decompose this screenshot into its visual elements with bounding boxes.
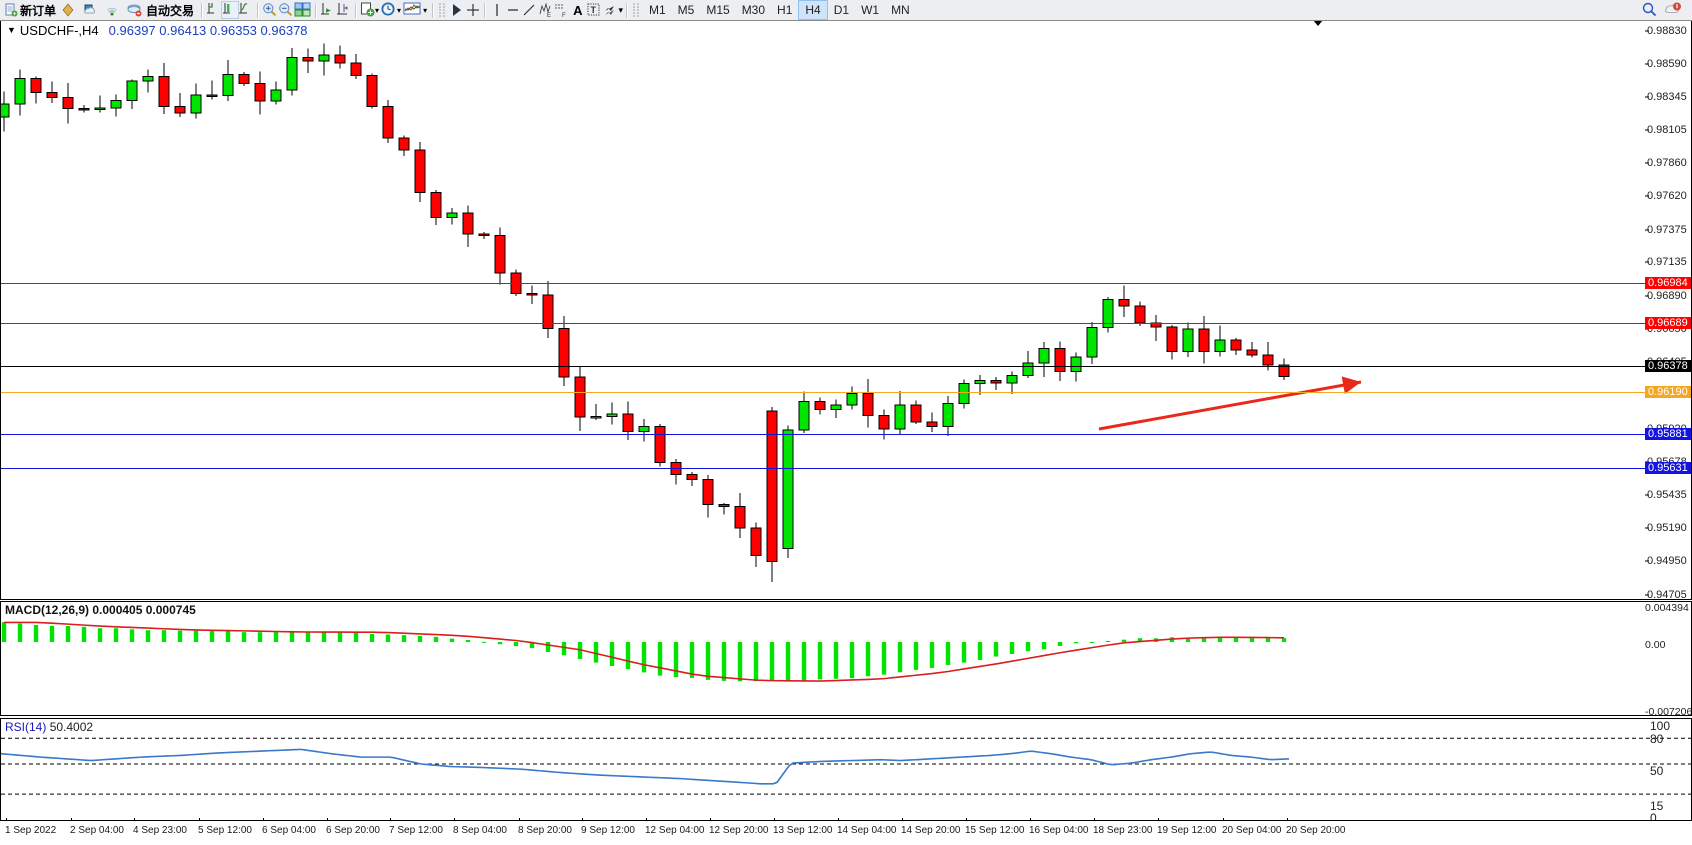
svg-text:E: E xyxy=(547,13,551,18)
svg-text:T: T xyxy=(591,5,597,15)
svg-text:F: F xyxy=(562,13,566,18)
